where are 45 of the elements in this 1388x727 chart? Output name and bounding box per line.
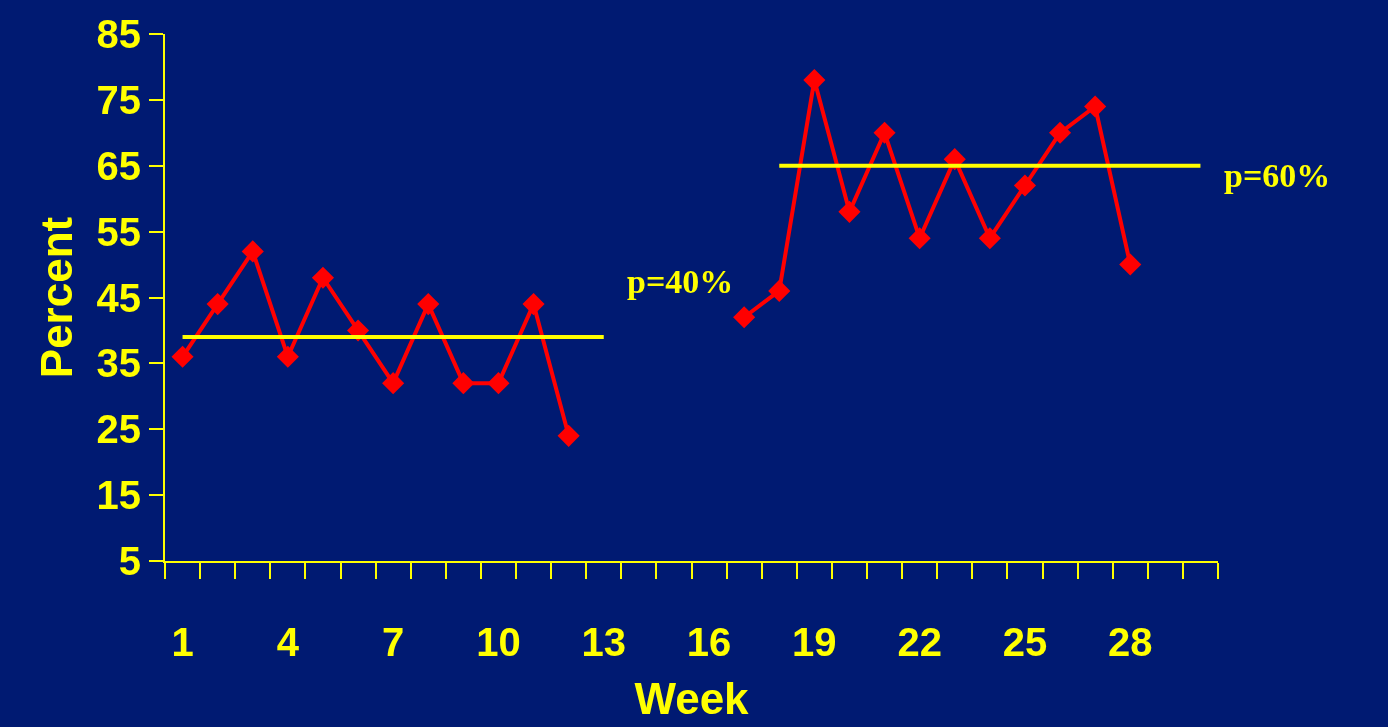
x-tick-label: 25 bbox=[1002, 620, 1048, 664]
series-label: p=40% bbox=[627, 263, 734, 300]
point bbox=[206, 293, 229, 316]
point bbox=[417, 293, 440, 316]
point bbox=[733, 306, 756, 329]
point bbox=[1119, 253, 1142, 276]
point bbox=[803, 69, 826, 92]
point bbox=[908, 227, 931, 250]
series-label: p=60% bbox=[1224, 157, 1331, 194]
y-tick-label: 35 bbox=[96, 341, 141, 386]
x-axis-title: Week bbox=[634, 673, 750, 723]
x-tick-label: 13 bbox=[581, 620, 626, 664]
x-tick-label: 22 bbox=[897, 620, 942, 664]
point bbox=[382, 372, 405, 395]
x-tick-label: 19 bbox=[792, 620, 837, 664]
point bbox=[452, 372, 475, 395]
y-tick-label: 25 bbox=[96, 407, 141, 452]
point bbox=[557, 424, 580, 447]
y-tick-label: 75 bbox=[96, 77, 141, 122]
y-tick-label: 15 bbox=[96, 473, 141, 518]
point bbox=[522, 293, 545, 316]
point bbox=[1013, 174, 1036, 197]
x-tick-label: 16 bbox=[686, 620, 732, 664]
point bbox=[768, 279, 791, 302]
point bbox=[873, 121, 896, 144]
x-tick-label: 1 bbox=[171, 620, 194, 664]
point bbox=[487, 372, 510, 395]
point bbox=[276, 345, 299, 368]
point bbox=[978, 227, 1001, 250]
y-tick-label: 5 bbox=[118, 539, 141, 583]
x-tick-label: 4 bbox=[276, 620, 300, 664]
y-tick-label: 55 bbox=[96, 209, 141, 254]
y-tick-label: 85 bbox=[96, 12, 141, 56]
x-tick-label: 28 bbox=[1108, 620, 1153, 664]
point bbox=[838, 200, 861, 223]
x-tick-label: 7 bbox=[382, 620, 405, 664]
x-tick-label: 10 bbox=[476, 620, 521, 664]
point bbox=[241, 240, 264, 263]
point bbox=[171, 345, 194, 368]
point bbox=[311, 266, 334, 289]
point bbox=[1084, 95, 1107, 118]
y-tick-label: 45 bbox=[96, 275, 141, 320]
y-axis-title: Percent bbox=[32, 216, 82, 379]
point bbox=[1049, 121, 1072, 144]
y-tick-label: 65 bbox=[96, 143, 141, 188]
